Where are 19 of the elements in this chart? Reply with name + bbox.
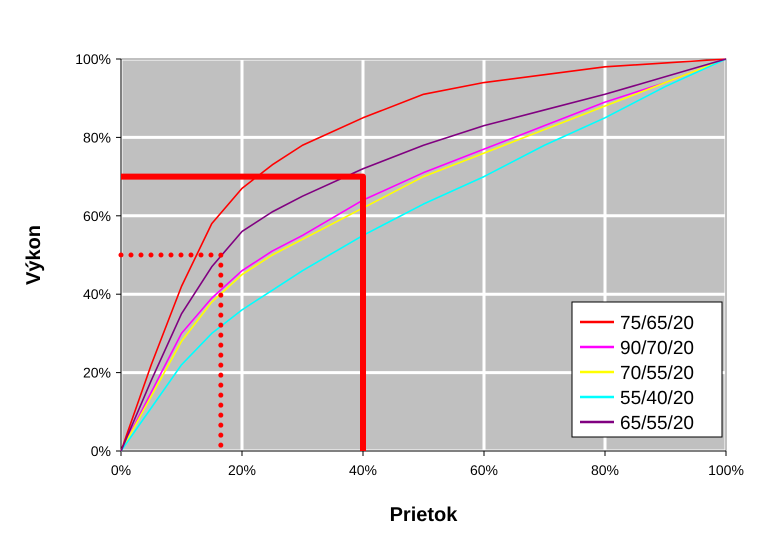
legend-label: 65/55/20 [620, 413, 694, 434]
y-tick-label: 60% [82, 208, 111, 224]
y-tick-label: 0% [90, 443, 111, 459]
y-axis-title: Výkon [23, 224, 45, 286]
x-tick-label: 100% [708, 462, 744, 478]
y-tick-label: 40% [82, 286, 111, 302]
x-axis-title: Prietok [390, 504, 458, 526]
y-tick-label: 100% [75, 51, 111, 67]
x-tick-label: 60% [470, 462, 498, 478]
x-tick-label: 0% [110, 462, 132, 478]
x-tick-label: 20% [228, 462, 256, 478]
y-tick-label: 80% [82, 129, 111, 146]
legend-label: 90/70/20 [620, 338, 694, 359]
x-tick-label: 40% [348, 462, 378, 478]
y-tick-label: 20% [82, 364, 111, 381]
legend-label: 55/40/20 [620, 388, 694, 409]
legend-label: 75/65/20 [620, 313, 694, 334]
x-tick-label: 80% [590, 462, 620, 478]
legend-label: 70/55/20 [620, 363, 694, 384]
